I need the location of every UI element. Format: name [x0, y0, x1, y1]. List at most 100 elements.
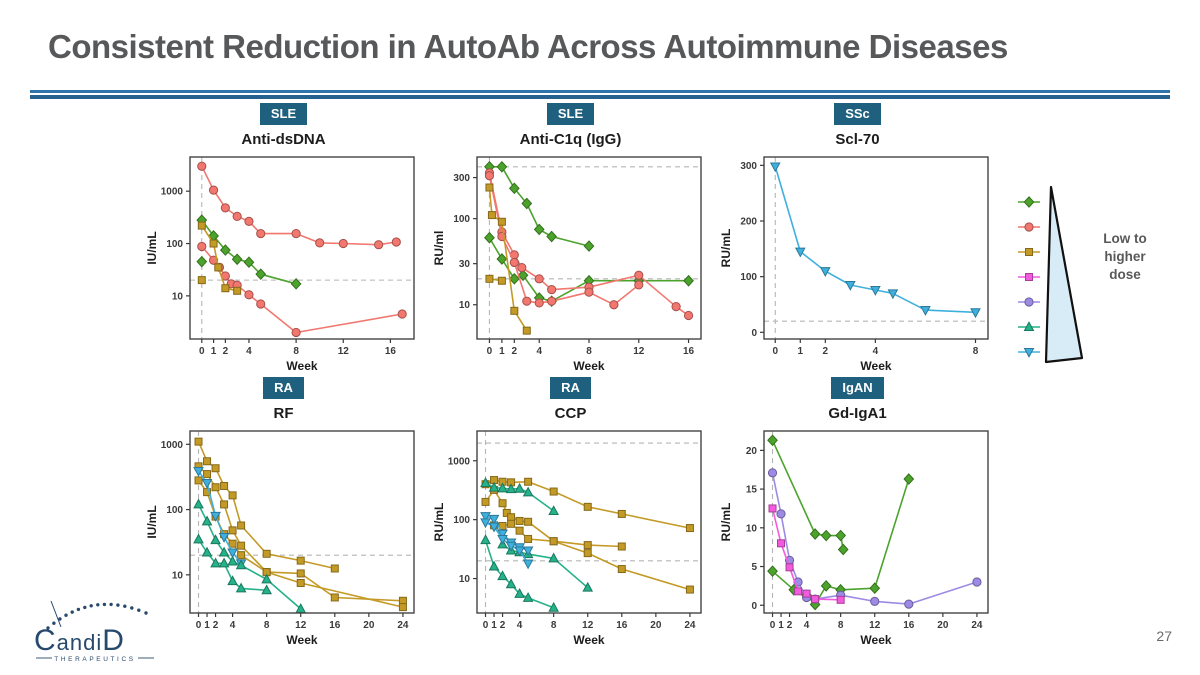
- svg-text:12: 12: [295, 620, 307, 631]
- chart-panel-ccp: RA CCP 10 100 1000 0 1 2 4 8 12 16 20 24 Week RU/mL: [427, 377, 714, 649]
- svg-text:30: 30: [458, 259, 470, 270]
- series-line: [197, 441, 335, 570]
- svg-text:10: 10: [458, 300, 470, 311]
- legend-marker-diamond-icon: [1018, 196, 1040, 208]
- svg-text:1: 1: [210, 346, 216, 357]
- disease-badge: SSc: [834, 103, 881, 125]
- series-markers: [194, 476, 407, 612]
- svg-text:0: 0: [751, 601, 757, 612]
- svg-text:300: 300: [453, 173, 470, 184]
- svg-text:1: 1: [499, 346, 505, 357]
- chart-panel-anti-c1q-igg-: SLE Anti-C1q (IgG) 10 30 100 300 0 1 2 4 8 12 16 Week…: [427, 103, 714, 375]
- svg-text:8: 8: [837, 620, 843, 631]
- legend-marker-list: [1012, 190, 1046, 365]
- svg-text:1: 1: [491, 620, 497, 631]
- series-markers: [196, 161, 401, 250]
- svg-text:5: 5: [751, 562, 757, 573]
- legend-marker-square-icon: [1018, 273, 1040, 281]
- svg-text:200: 200: [740, 217, 757, 228]
- svg-text:CandiD: CandiD: [34, 624, 125, 657]
- series-markers: [192, 533, 272, 595]
- x-axis-label: Week: [573, 359, 604, 373]
- svg-text:20: 20: [745, 446, 757, 457]
- plot-border: [762, 430, 989, 614]
- chart-title: Gd-IgA1: [828, 405, 887, 422]
- series-line: [488, 187, 527, 332]
- svg-text:100: 100: [453, 214, 470, 225]
- x-axis-label: Week: [860, 359, 891, 373]
- plot-border: [188, 430, 415, 614]
- svg-text:100: 100: [453, 515, 470, 526]
- series-line: [484, 489, 622, 548]
- x-axis-label: Week: [573, 633, 604, 647]
- svg-text:20: 20: [937, 620, 949, 631]
- plot-border: [762, 156, 989, 340]
- series-markers: [197, 221, 241, 295]
- disease-badge: SLE: [259, 103, 308, 125]
- svg-text:100: 100: [166, 239, 183, 250]
- x-axis-label: Week: [286, 359, 317, 373]
- x-axis-label: Week: [860, 633, 891, 647]
- chart-title: Scl-70: [835, 131, 880, 148]
- svg-text:2: 2: [786, 620, 792, 631]
- legend-marker-triangle-up-icon: [1018, 321, 1040, 331]
- svg-text:8: 8: [263, 620, 269, 631]
- plot-border: [188, 156, 415, 340]
- series-markers: [195, 255, 207, 268]
- svg-text:10: 10: [171, 570, 183, 581]
- series-markers: [484, 183, 531, 335]
- series-markers: [766, 473, 914, 611]
- series-markers: [484, 274, 506, 285]
- svg-text:0: 0: [751, 328, 757, 339]
- chart-title: CCP: [554, 405, 587, 422]
- svg-text:12: 12: [337, 346, 349, 357]
- axis-ticks: 0 100 200 300 0 1 2 4 8: [740, 161, 978, 357]
- page-number: 27: [1156, 628, 1172, 644]
- legend-marker-circle-icon: [1018, 297, 1040, 307]
- svg-text:0: 0: [195, 620, 201, 631]
- slide-title: Consistent Reduction in AutoAb Across Au…: [48, 28, 1008, 65]
- divider-line-top: [30, 90, 1170, 93]
- x-axis-label: Week: [286, 633, 317, 647]
- svg-text:24: 24: [971, 620, 983, 631]
- svg-text:2: 2: [822, 346, 828, 357]
- series-line: [501, 543, 588, 589]
- svg-text:16: 16: [682, 346, 694, 357]
- series-markers: [194, 437, 339, 573]
- legend-marker-circle-icon: [1018, 222, 1040, 232]
- svg-text:12: 12: [582, 620, 594, 631]
- series-markers: [479, 534, 559, 612]
- series-markers: [195, 214, 301, 290]
- chart-title: Anti-C1q (IgG): [519, 131, 622, 148]
- svg-text:THERAPEUTICS: THERAPEUTICS: [54, 656, 135, 663]
- svg-text:4: 4: [229, 620, 235, 631]
- svg-text:100: 100: [166, 505, 183, 516]
- divider-line-bottom: [30, 95, 1170, 99]
- svg-text:10: 10: [745, 523, 757, 534]
- y-axis-label: IU/mL: [145, 505, 159, 538]
- svg-text:100: 100: [740, 272, 757, 283]
- svg-text:20: 20: [650, 620, 662, 631]
- svg-text:12: 12: [633, 346, 645, 357]
- y-axis-label: RU/mL: [719, 229, 733, 268]
- chart-panel-gd-iga1: IgAN Gd-IgA1 0 5 10 15 20 0 1 2 4 8 12 16 20 24 Week RU/m…: [714, 377, 1001, 649]
- svg-text:24: 24: [397, 620, 409, 631]
- svg-text:20: 20: [363, 620, 375, 631]
- svg-text:12: 12: [869, 620, 881, 631]
- svg-text:0: 0: [486, 346, 492, 357]
- svg-text:4: 4: [803, 620, 809, 631]
- svg-text:4: 4: [246, 346, 252, 357]
- svg-text:1000: 1000: [447, 456, 470, 467]
- svg-text:16: 16: [329, 620, 341, 631]
- chart-panel-scl-70: SSc Scl-70 0 100 200 300 0 1 2 4 8 Week RU/mL: [714, 103, 1001, 375]
- svg-text:4: 4: [872, 346, 878, 357]
- svg-text:24: 24: [684, 620, 696, 631]
- dose-wedge-label-line: dose: [1109, 267, 1141, 282]
